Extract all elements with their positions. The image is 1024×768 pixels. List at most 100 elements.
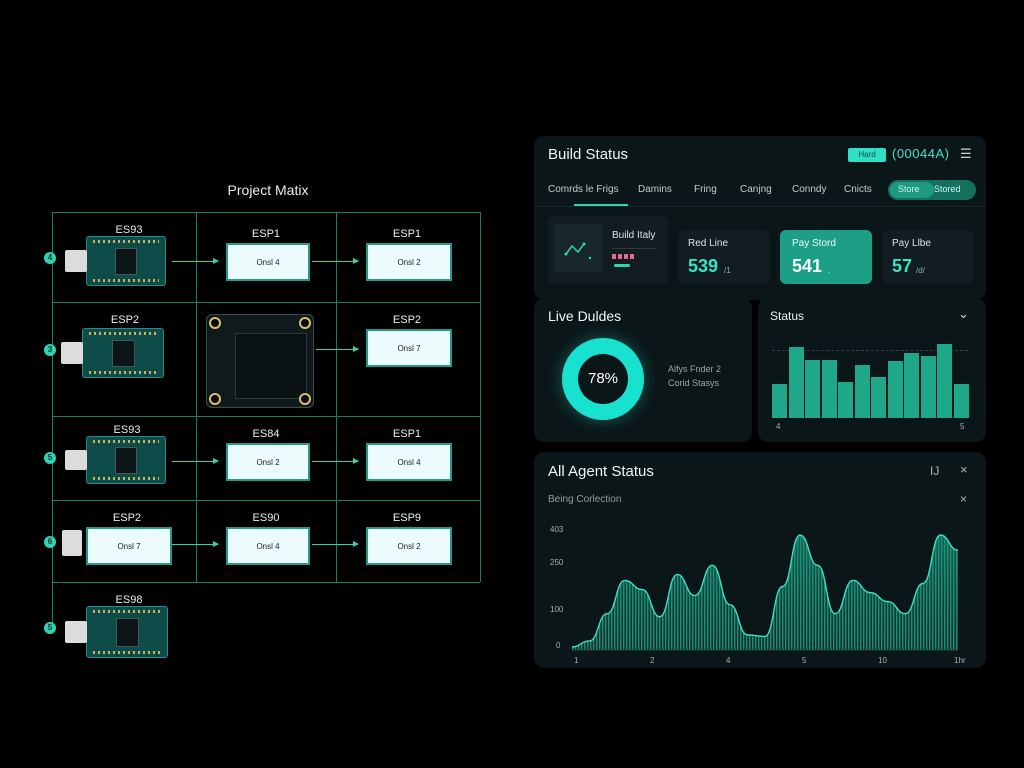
- status-bar: [772, 383, 787, 418]
- esp-label: ES93: [115, 224, 143, 236]
- close-icon[interactable]: ×: [960, 492, 968, 506]
- card-title: Build Italy: [612, 230, 656, 241]
- node-box[interactable]: Onsl 2: [366, 243, 452, 281]
- dots-icon: [612, 254, 636, 259]
- esp-label: ESP2: [110, 314, 140, 326]
- esp-board-icon[interactable]: [65, 236, 166, 286]
- close-icon[interactable]: ×: [960, 462, 968, 477]
- status-bar: [920, 355, 936, 418]
- store-toggle[interactable]: Store Stored: [888, 180, 976, 200]
- card-label: Pay Stord: [792, 238, 836, 249]
- live-title: Live Duldes: [548, 308, 622, 324]
- live-line2: Corid Stasys: [668, 378, 720, 388]
- red-line-card[interactable]: Red Line 539 /1: [678, 230, 770, 284]
- esp-label: ESP2: [112, 512, 142, 524]
- esp-board-icon[interactable]: [65, 436, 166, 484]
- node-label: ESP9: [392, 512, 422, 524]
- y-tick: 100: [550, 605, 564, 614]
- row-badge: 5: [44, 452, 56, 464]
- status-bar: [904, 353, 919, 418]
- tab-fring[interactable]: Fring: [694, 184, 717, 195]
- live-line1: Alfys Fnder 2: [668, 364, 722, 374]
- status-title: Status: [770, 309, 805, 323]
- matrix-title: Project Matix: [227, 182, 309, 198]
- status-bar: [937, 344, 952, 418]
- divider: [612, 248, 656, 249]
- node-box[interactable]: Onsl 2: [366, 527, 452, 565]
- status-bar: [838, 381, 853, 418]
- status-bar: [871, 376, 886, 418]
- menu-icon[interactable]: ☰: [960, 146, 972, 161]
- card-unit: /d/: [916, 266, 925, 275]
- pay-llbe-card[interactable]: Pay Llbe 57 /d/: [882, 230, 974, 284]
- esp-board-icon[interactable]: [65, 606, 168, 658]
- toggle-stored[interactable]: Stored: [934, 184, 961, 194]
- x-tick: 5: [802, 656, 807, 665]
- dev-board-icon[interactable]: [206, 314, 314, 408]
- arrow-icon: [312, 258, 359, 264]
- arrow-icon: [316, 346, 359, 352]
- arrow-icon: [312, 541, 359, 547]
- reference-line: [772, 350, 968, 352]
- node-box[interactable]: Onsl 2: [226, 443, 310, 481]
- chevron-down-icon[interactable]: ⌄: [958, 306, 969, 321]
- expand-button[interactable]: IJ: [930, 464, 940, 478]
- status-bar-chart: [772, 342, 970, 418]
- tab-conndy[interactable]: Conndy: [792, 184, 827, 195]
- x-tick: 10: [878, 656, 887, 665]
- node-box[interactable]: Onsl 4: [226, 527, 310, 565]
- status-bar: [821, 360, 837, 418]
- card-value: 541: [792, 256, 823, 276]
- node-label: ES90: [252, 512, 280, 524]
- agent-area-chart: [572, 534, 959, 651]
- card-value: 539: [688, 256, 719, 276]
- node-label: ES84: [252, 428, 280, 440]
- esp-label: ES98: [115, 594, 143, 606]
- active-tab-indicator: [574, 204, 628, 206]
- card-unit: .: [828, 266, 831, 275]
- tab-cnicts[interactable]: Cnicts: [844, 184, 872, 195]
- hard-chip[interactable]: Hard: [848, 148, 886, 162]
- arrow-icon: [172, 541, 219, 547]
- toggle-store[interactable]: Store: [898, 184, 920, 194]
- arrow-icon: [172, 458, 219, 464]
- node-label: ESP2: [392, 314, 422, 326]
- node-box[interactable]: Onsl 7: [366, 329, 452, 367]
- donut-percent: 78%: [587, 370, 619, 387]
- x-tick: 4: [776, 422, 781, 431]
- y-tick: 0: [556, 641, 561, 650]
- tab-canjng[interactable]: Canjng: [740, 184, 772, 195]
- card-value: 57: [892, 256, 913, 276]
- graph-icon: [554, 224, 602, 272]
- tab-divider: [534, 206, 986, 207]
- tab-damins[interactable]: Damins: [638, 184, 672, 195]
- row-badge: 5: [44, 622, 56, 634]
- card-unit: /1: [724, 266, 731, 275]
- esp-label: ES93: [113, 424, 141, 436]
- y-tick: 250: [550, 558, 564, 567]
- pay-stord-card[interactable]: Pay Stord 541 .: [780, 230, 872, 284]
- usb-connector-icon: [62, 530, 82, 556]
- build-status-title: Build Status: [548, 146, 629, 163]
- node-box[interactable]: Onsl 4: [226, 243, 310, 281]
- status-bar: [854, 364, 870, 418]
- build-italy-card[interactable]: Build Italy: [548, 216, 668, 284]
- node-box[interactable]: Onsl 7: [86, 527, 172, 565]
- esp-board-icon[interactable]: [61, 328, 164, 378]
- status-dash: [614, 264, 630, 267]
- node-label: ESP1: [392, 228, 422, 240]
- arrow-icon: [312, 458, 359, 464]
- card-label: Red Line: [688, 238, 729, 249]
- y-tick: 403: [550, 525, 564, 534]
- x-tick: 5: [960, 422, 965, 431]
- tab-comrds[interactable]: Comrds le Frigs: [548, 184, 619, 195]
- row-badge: 6: [44, 536, 56, 548]
- x-tick: 1: [574, 656, 579, 665]
- donut-hole: [578, 354, 628, 404]
- series-line: [572, 534, 959, 648]
- node-label: ESP1: [251, 228, 281, 240]
- card-label: Pay Llbe: [892, 238, 931, 249]
- area-hatch: [572, 535, 958, 650]
- node-label: ESP1: [392, 428, 422, 440]
- node-box[interactable]: Onsl 4: [366, 443, 452, 481]
